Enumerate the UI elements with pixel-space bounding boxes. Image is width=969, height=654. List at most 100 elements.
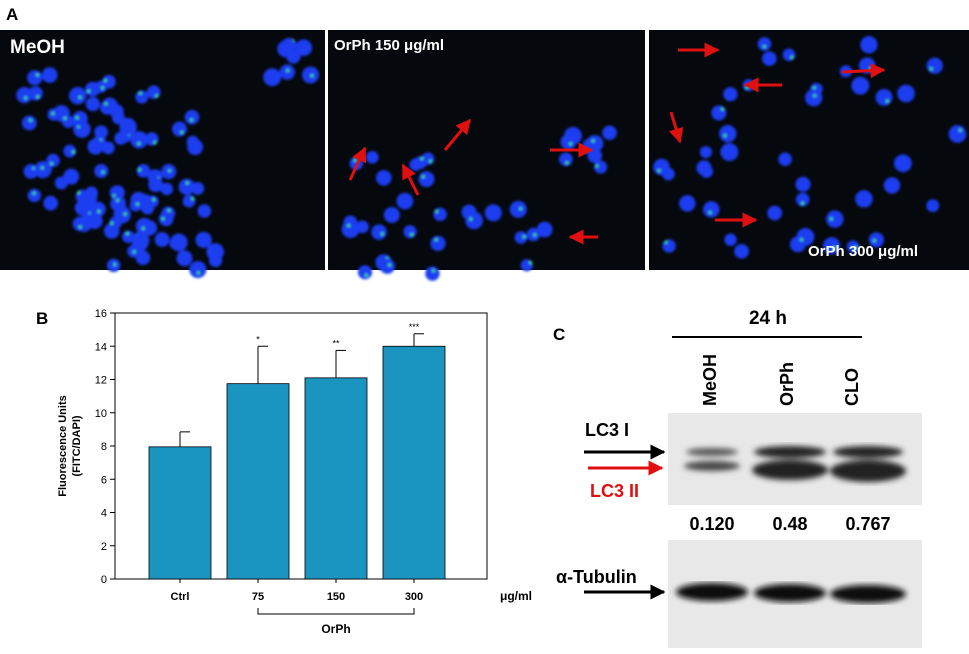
- significance: ***: [409, 322, 420, 332]
- speck: [97, 209, 101, 214]
- lane-label: MeOH: [700, 354, 720, 406]
- speck: [104, 102, 108, 106]
- speck: [40, 166, 44, 170]
- cell: [376, 170, 392, 186]
- bar: [226, 383, 290, 580]
- speck: [347, 224, 351, 228]
- speck: [167, 208, 171, 213]
- speck: [77, 191, 81, 195]
- speck: [167, 169, 172, 173]
- panel-label: B: [36, 309, 48, 328]
- cell: [69, 86, 87, 105]
- speck: [110, 221, 114, 225]
- cell: [720, 143, 739, 162]
- speck: [63, 116, 67, 120]
- cell: [723, 87, 738, 102]
- cell: [135, 217, 154, 236]
- image-label: OrPh 150 μg/ml: [334, 37, 444, 54]
- cell: [295, 39, 313, 57]
- cell: [145, 132, 159, 146]
- cell: [160, 182, 174, 196]
- cell: [41, 67, 58, 83]
- cell: [176, 250, 193, 267]
- cell: [795, 176, 811, 192]
- cell: [371, 224, 387, 240]
- speck: [132, 250, 136, 254]
- cell: [21, 115, 37, 131]
- cell: [279, 64, 295, 80]
- lane-label: CLO: [842, 368, 862, 406]
- bar-chart: 0 2 4 6 8 10 12 14 16 Fluorescence Units (FITC/DAP…: [57, 308, 532, 636]
- panel-label: C: [553, 325, 565, 344]
- x-tick-label: 150: [327, 591, 345, 603]
- cell: [148, 177, 164, 193]
- cell: [184, 109, 200, 125]
- speck: [872, 238, 877, 243]
- cell: [757, 37, 772, 51]
- speck: [832, 246, 836, 250]
- cell: [826, 210, 844, 228]
- y-tick-label: 8: [101, 441, 107, 453]
- cell: [703, 201, 720, 218]
- speck: [286, 68, 290, 73]
- arrows: [348, 42, 886, 245]
- cell: [130, 131, 148, 149]
- cell: [465, 211, 483, 230]
- error-bar: [413, 333, 424, 347]
- cell: [171, 121, 187, 137]
- speck: [800, 201, 805, 205]
- speck: [103, 79, 108, 83]
- cell: [796, 227, 815, 246]
- cell: [823, 237, 841, 255]
- cell: [186, 135, 199, 148]
- speck: [790, 55, 794, 59]
- cell: [403, 225, 417, 239]
- cell: [536, 221, 553, 238]
- cell: [28, 86, 43, 101]
- cell: [724, 233, 737, 246]
- speck: [125, 231, 129, 236]
- group-bracket: [257, 608, 415, 615]
- speck: [380, 232, 384, 236]
- speck: [664, 240, 668, 244]
- speck: [180, 130, 184, 134]
- speck: [829, 217, 833, 221]
- cell: [762, 51, 777, 66]
- bar: [382, 345, 446, 580]
- cell: [135, 90, 149, 104]
- cell: [520, 259, 533, 272]
- speck: [929, 67, 933, 71]
- panel-label: A: [6, 5, 18, 24]
- speck: [310, 74, 314, 78]
- cell: [101, 141, 115, 155]
- cell: [94, 125, 108, 139]
- speck: [135, 202, 140, 206]
- significance: **: [332, 338, 340, 348]
- cell: [158, 211, 174, 227]
- x-unit: μg/ml: [500, 589, 532, 603]
- speck: [568, 142, 573, 146]
- cell: [195, 231, 212, 249]
- cell: [602, 125, 617, 141]
- cell: [430, 235, 446, 251]
- blot-bands: [676, 583, 906, 603]
- image-label: MeOH: [10, 37, 65, 58]
- cell: [85, 81, 101, 97]
- speck: [762, 44, 766, 49]
- speck: [36, 95, 40, 99]
- speck: [565, 161, 569, 165]
- cell: [286, 49, 301, 64]
- speck: [138, 91, 142, 95]
- cell: [868, 232, 884, 248]
- speck: [155, 94, 159, 98]
- speck: [137, 168, 142, 172]
- cell: [146, 195, 159, 208]
- cell: [425, 266, 440, 281]
- cell: [509, 200, 527, 218]
- cell: [948, 125, 967, 143]
- cell: [795, 192, 810, 207]
- cell: [433, 207, 447, 222]
- cell: [926, 57, 943, 74]
- speck: [196, 271, 200, 275]
- significance: *: [256, 334, 260, 344]
